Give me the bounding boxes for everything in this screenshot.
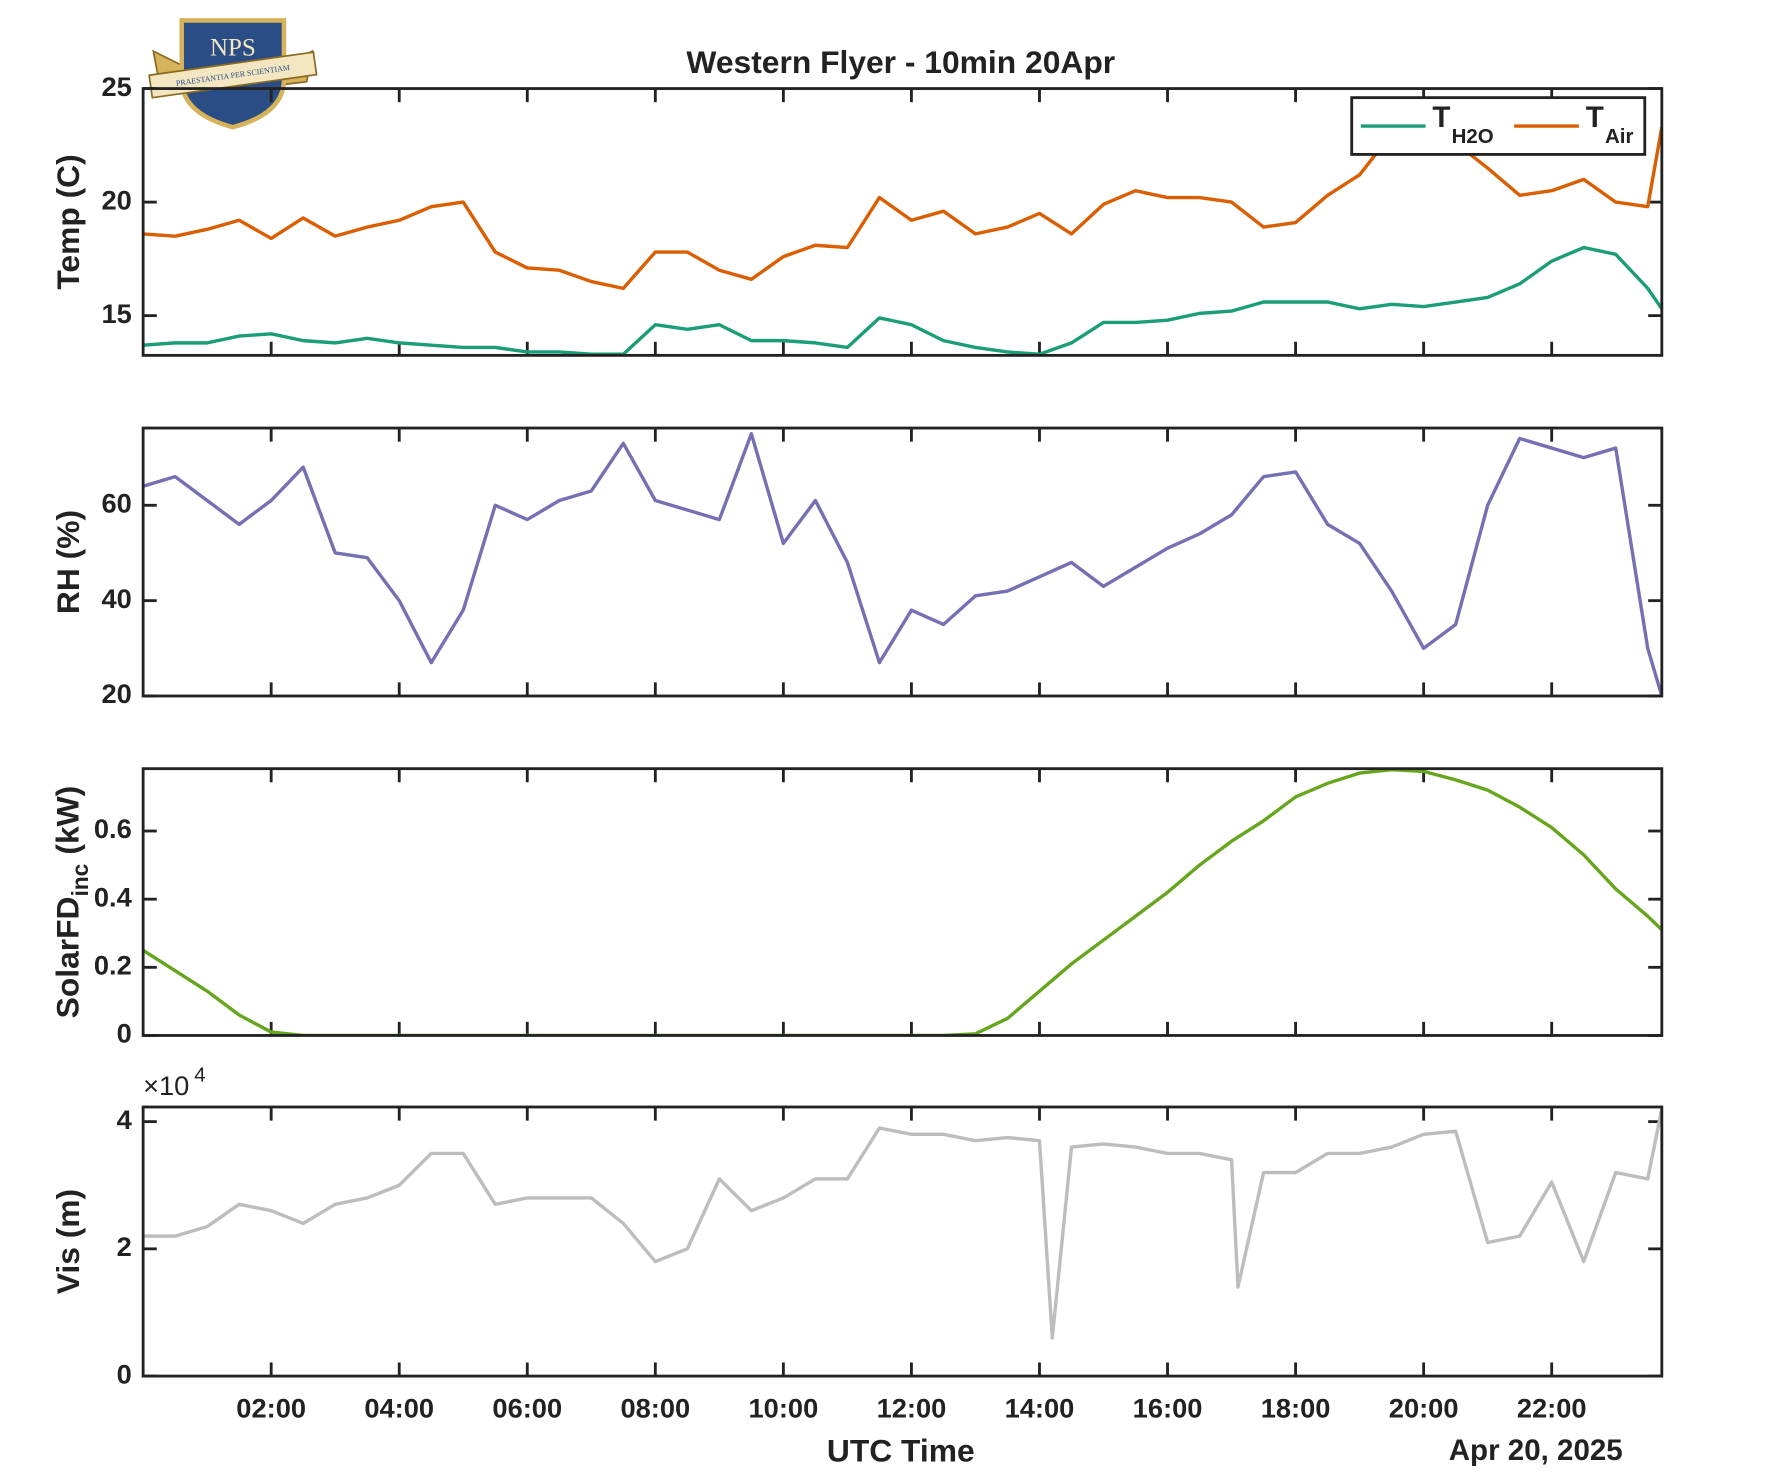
y-axis-label: RH (%): [50, 510, 86, 614]
axes-frame: [141, 87, 1664, 357]
x-tick-label: 22:00: [1517, 1392, 1587, 1423]
data-line: [143, 768, 1662, 1036]
x-tick-label: 14:00: [1005, 1392, 1075, 1423]
x-tick-label: 10:00: [749, 1392, 819, 1423]
legend-label: T: [1432, 101, 1450, 134]
y-tick-label: 40: [101, 583, 131, 614]
y-multiplier-power: 4: [194, 1064, 205, 1087]
x-tick-label: 04:00: [364, 1392, 434, 1423]
y-multiplier: ×10: [143, 1070, 189, 1101]
x-tick-label: 12:00: [877, 1392, 947, 1423]
y-axis-label-main: SolarFD: [50, 897, 86, 1019]
y-tick-label: 0: [117, 1018, 132, 1049]
x-tick-label: 08:00: [620, 1392, 690, 1423]
y-tick-label: 0.2: [94, 950, 132, 981]
y-axis-label: Vis (m): [50, 1189, 86, 1294]
x-tick-label: 18:00: [1261, 1392, 1331, 1423]
x-tick-label: 02:00: [236, 1392, 306, 1423]
y-tick-label: 25: [101, 71, 131, 102]
y-tick-label: 2: [117, 1231, 132, 1262]
y-tick-label: 0: [117, 1358, 132, 1389]
axes-frame: [141, 767, 1664, 1037]
figure-title: Western Flyer - 10min 20Apr: [686, 44, 1115, 80]
y-tick-label: 15: [101, 298, 131, 329]
y-axis-label: SolarFDinc (kW): [50, 786, 93, 1019]
y-tick-label: 20: [101, 678, 131, 709]
legend-label: T: [1586, 101, 1604, 134]
y-tick-label: 4: [117, 1104, 133, 1135]
logo-banner: [148, 51, 318, 99]
x-tick-label: 16:00: [1133, 1392, 1203, 1423]
y-tick-label: 60: [101, 487, 131, 518]
y-axis-label-sub: inc: [67, 864, 93, 897]
logo: NPS PRAESTANTIA PER SCIENTIAM: [148, 18, 318, 130]
x-axis-label: UTC Time: [827, 1433, 975, 1469]
y-axis-label-suffix: (kW): [50, 786, 86, 855]
legend-label-sub: H2O: [1452, 125, 1494, 148]
data-line: [143, 245, 1662, 356]
date-label: Apr 20, 2025: [1449, 1434, 1623, 1467]
logo-text: NPS: [210, 35, 256, 62]
data-line: [143, 432, 1662, 696]
x-tick-label: 06:00: [492, 1392, 562, 1423]
data-line: [143, 1108, 1662, 1340]
x-tick-label: 20:00: [1389, 1392, 1459, 1423]
axes-frame: [141, 426, 1664, 698]
y-tick-label: 20: [101, 184, 131, 215]
legend-label-sub: Air: [1605, 125, 1633, 148]
y-tick-label: 0.4: [94, 881, 133, 912]
y-axis-label: Temp (C): [50, 154, 86, 289]
axes-frame: [141, 1105, 1664, 1378]
y-tick-label: 0.6: [94, 813, 132, 844]
